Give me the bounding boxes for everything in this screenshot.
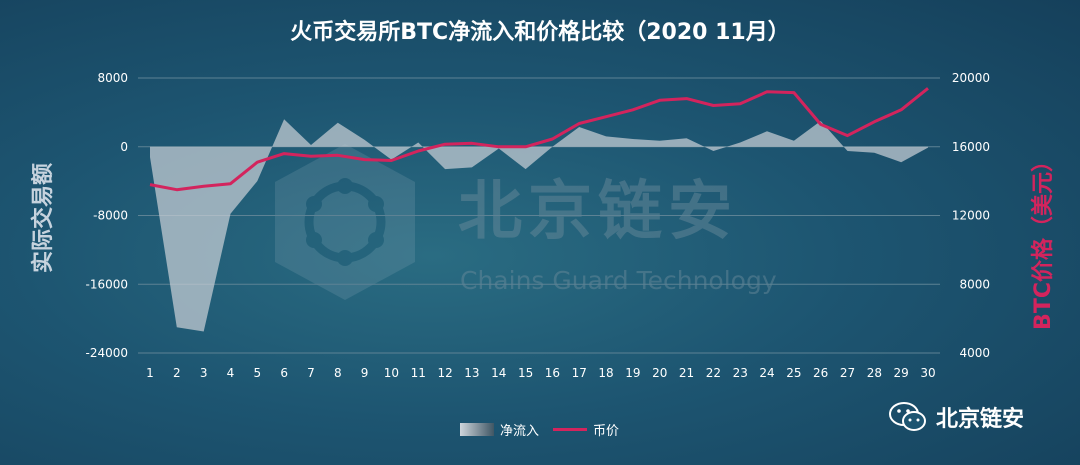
x-tick-label: 27	[840, 366, 855, 380]
legend: 净流入 币价	[460, 420, 619, 439]
x-tick-label: 28	[867, 366, 882, 380]
y-axis-left-ticks: 8000 0 -8000 -16000 -24000	[85, 71, 128, 360]
x-tick-label: 22	[706, 366, 721, 380]
y-right-tick-label: 4000	[959, 346, 990, 360]
watermark-logo	[275, 144, 415, 300]
x-tick-label: 30	[920, 366, 935, 380]
x-tick-label: 8	[334, 366, 342, 380]
y-left-tick-label: -16000	[85, 277, 128, 291]
x-tick-label: 25	[786, 366, 801, 380]
x-tick-label: 1	[146, 366, 154, 380]
x-tick-label: 19	[625, 366, 640, 380]
x-tick-label: 9	[361, 366, 369, 380]
x-tick-label: 13	[464, 366, 479, 380]
series-area-inflow	[150, 119, 928, 332]
x-tick-label: 26	[813, 366, 828, 380]
series-line-price	[149, 87, 929, 192]
x-tick-label: 21	[679, 366, 694, 380]
x-tick-label: 2	[173, 366, 181, 380]
y-right-tick-label: 16000	[952, 140, 990, 154]
wechat-icon	[889, 402, 926, 431]
x-tick-label: 24	[759, 366, 774, 380]
y-right-tick-label: 20000	[952, 71, 990, 85]
watermark-subtext: Chains Guard Technology	[460, 266, 777, 295]
chart-title: 火币交易所BTC净流入和价格比较（2020 11月）	[290, 20, 790, 45]
x-tick-label: 29	[894, 366, 909, 380]
x-tick-label: 15	[518, 366, 533, 380]
brand-name: 北京链安	[936, 407, 1025, 432]
x-tick-label: 23	[733, 366, 748, 380]
x-tick-label: 3	[200, 366, 208, 380]
x-tick-label: 5	[253, 366, 261, 380]
x-tick-label: 7	[307, 366, 315, 380]
y-left-tick-label: -8000	[93, 209, 128, 223]
x-tick-label: 14	[491, 366, 506, 380]
brand-logo: 北京链安	[888, 400, 1024, 434]
legend-label-price: 币价	[593, 424, 620, 439]
y-right-tick-label: 12000	[952, 209, 990, 223]
y-left-tick-label: 8000	[97, 71, 128, 85]
y-right-tick-label: 8000	[959, 277, 990, 291]
legend-label-inflow: 净流入	[500, 424, 540, 439]
x-tick-label: 12	[437, 366, 452, 380]
x-axis-ticks: 1 2 3 4 5 6 7 8 9 10 11 12 13 14 15 16 17 18 19 20 21 22 23 24 2…	[146, 366, 935, 380]
y-left-tick-label: -24000	[85, 346, 128, 360]
x-tick-label: 17	[572, 366, 587, 380]
x-tick-label: 18	[598, 366, 613, 380]
y-axis-left-label: 实际交易额	[30, 163, 56, 273]
x-tick-label: 4	[227, 366, 235, 380]
gridlines	[138, 77, 940, 354]
watermark-text: 北京链安	[458, 175, 738, 249]
y-left-tick-label: 0	[120, 140, 128, 154]
x-tick-label: 10	[384, 366, 399, 380]
x-tick-label: 16	[545, 366, 560, 380]
y-axis-right-ticks: 20000 16000 12000 8000 4000	[952, 71, 990, 360]
x-tick-label: 20	[652, 366, 667, 380]
y-axis-right-label: BTC价格（美元）	[1030, 150, 1056, 330]
x-tick-label: 6	[280, 366, 288, 380]
x-tick-label: 11	[411, 366, 426, 380]
legend-swatch-price	[553, 428, 588, 431]
legend-swatch-inflow	[460, 423, 494, 436]
